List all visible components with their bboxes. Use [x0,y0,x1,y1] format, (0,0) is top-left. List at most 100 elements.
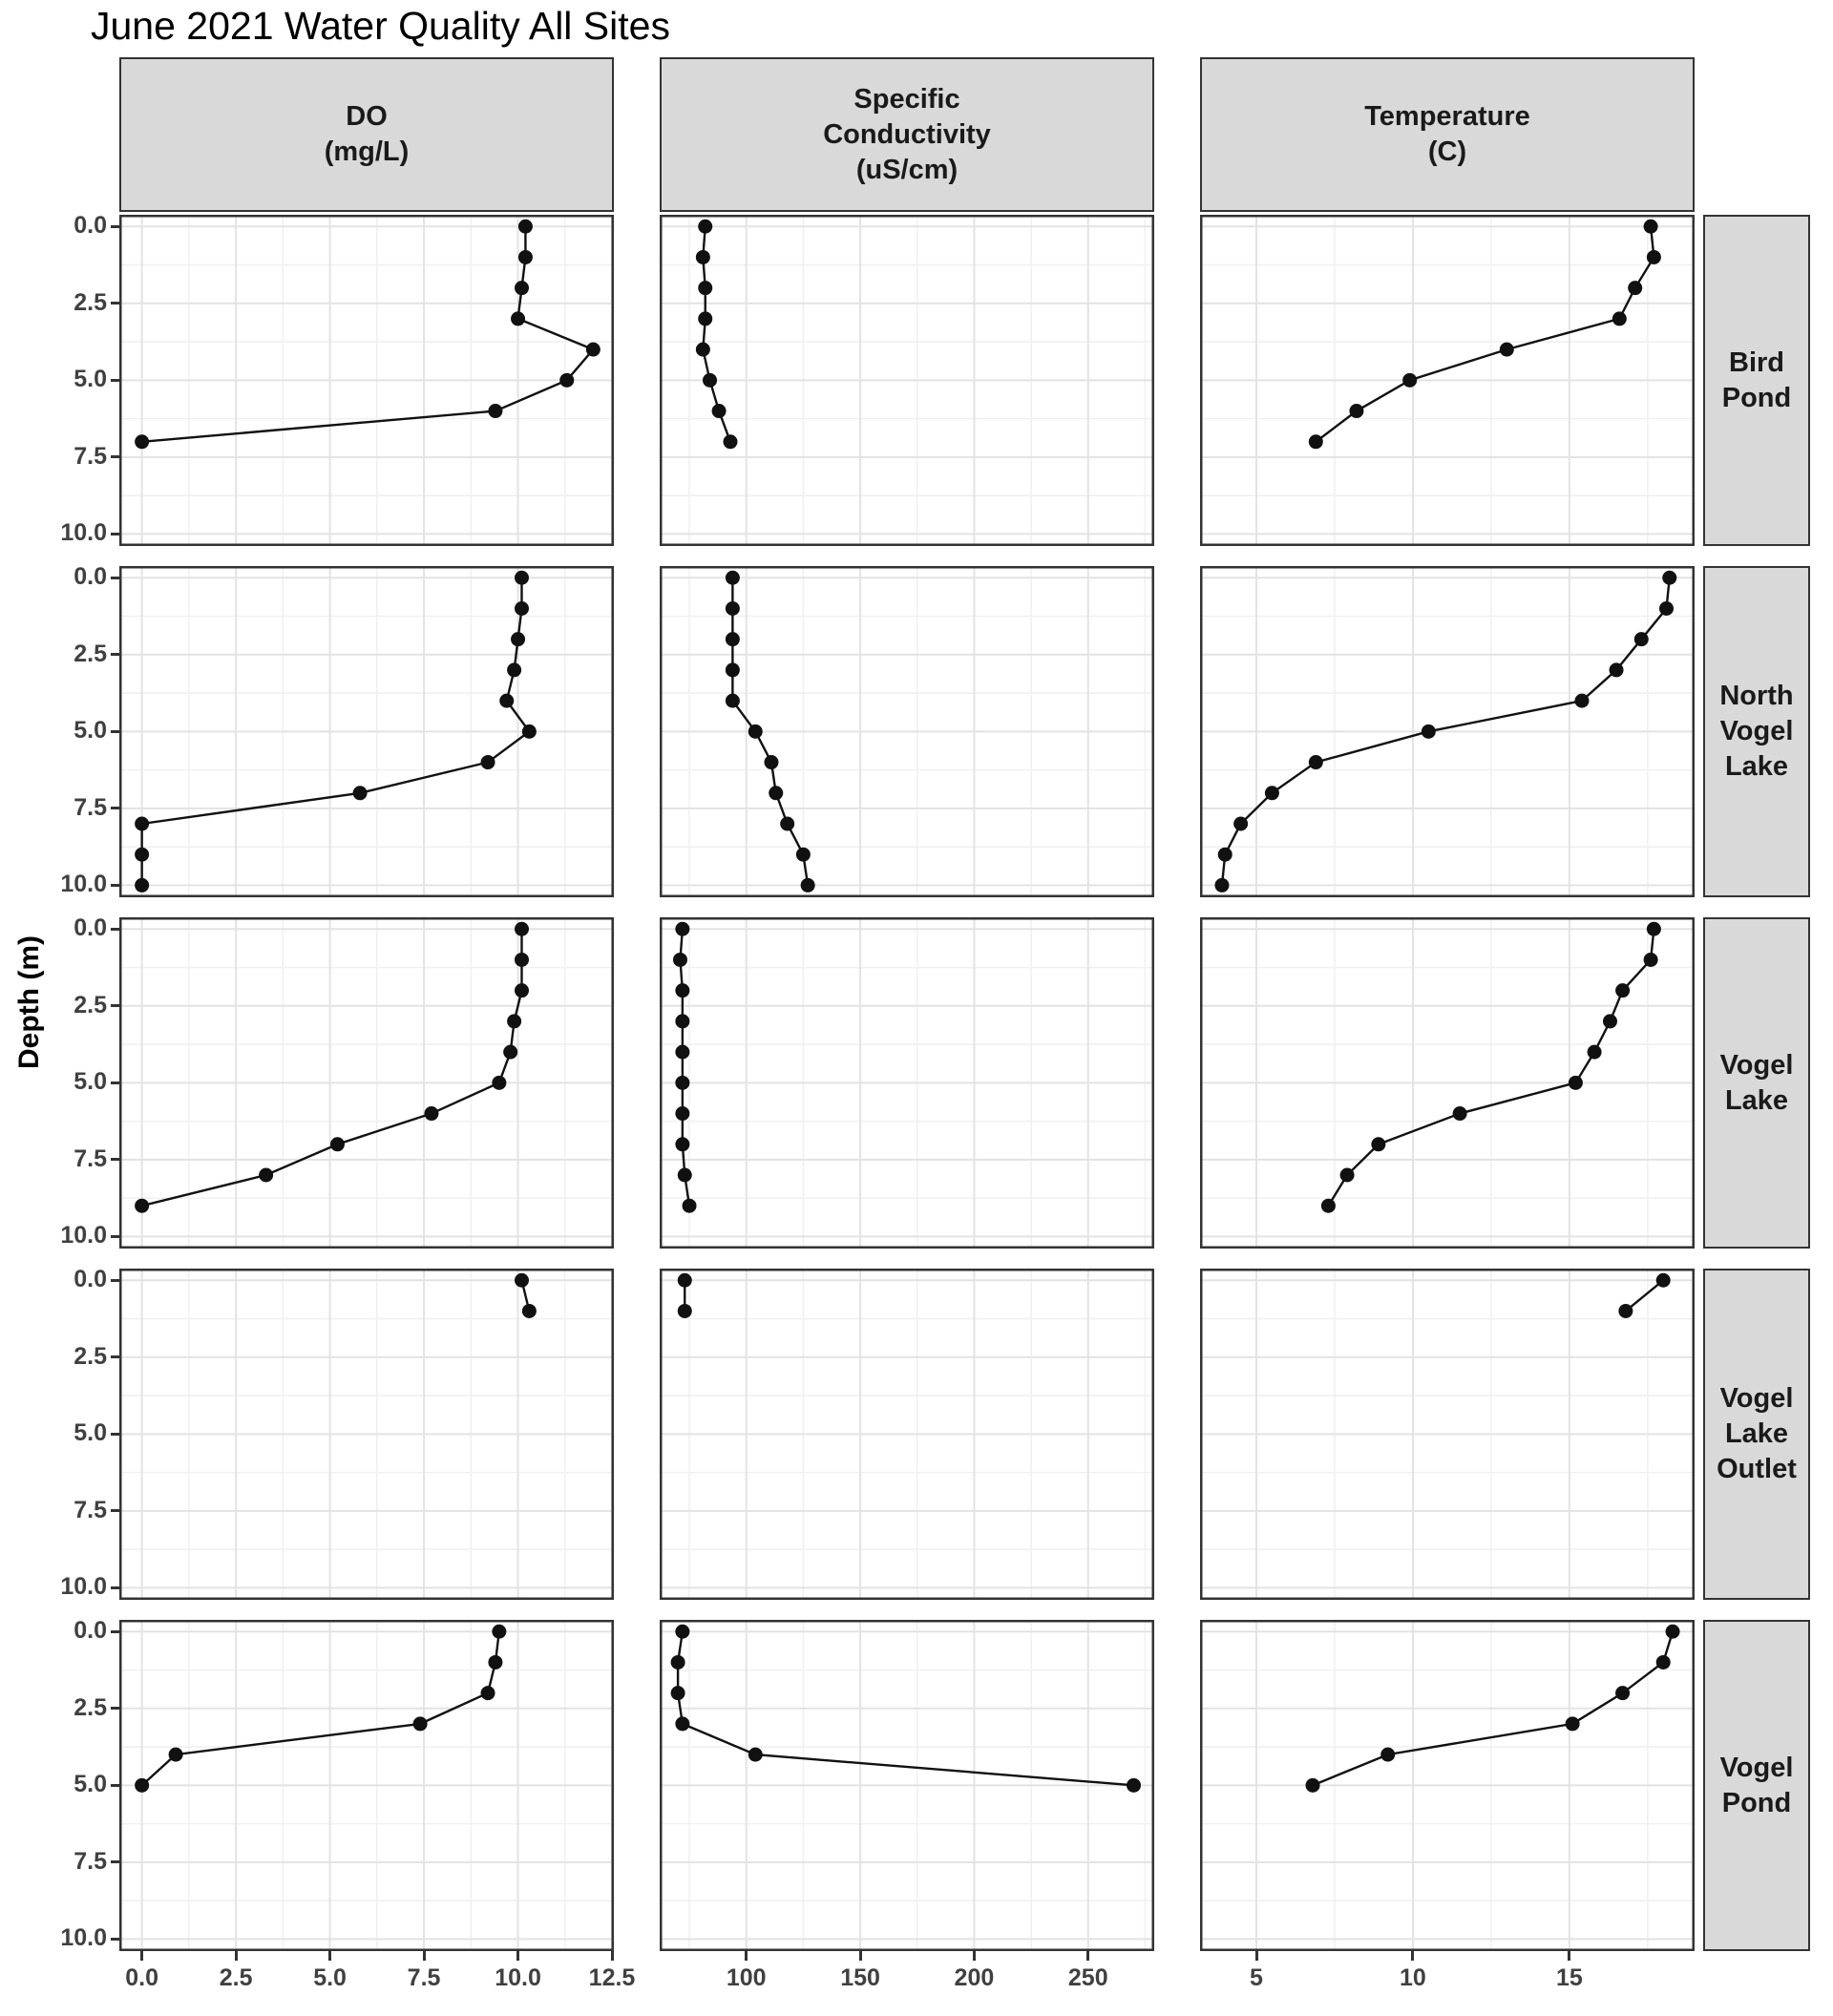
data-point-depth-1 [517,249,533,264]
y-tick-label: 2.5 [74,288,107,316]
row-strip-label-line: Lake [1724,1084,1789,1116]
data-point-depth-5 [748,724,763,739]
data-point-depth-1 [514,952,529,967]
data-point-depth-5 [1568,1075,1583,1090]
data-point-depth-8 [677,1167,692,1183]
y-tick-mark [111,1004,119,1008]
panel-border [660,1269,1154,1600]
y-tick-mark [111,224,119,228]
data-point-depth-2 [1628,281,1643,296]
data-point-depth-3 [698,311,713,326]
data-point-depth-8 [259,1167,274,1183]
data-point-depth-5 [559,372,575,388]
x-tick-label: 12.5 [588,1964,636,1991]
data-point-depth-1 [677,1303,692,1318]
panel-vogel-lake-outlet-temp [1200,1269,1695,1600]
row-strip-vogel-pond: Vogel Pond [1703,1620,1810,1951]
data-point-depth-6 [1308,755,1323,770]
x-tick-label: 200 [954,1964,995,1991]
x-tick-mark [422,1951,426,1961]
panel-border [1200,1620,1695,1951]
data-point-depth-3 [1602,1014,1617,1029]
row-strip-vogel-lake: Vogel Lake [1703,917,1810,1249]
data-point-depth-7 [769,786,784,801]
x-tick-label: 10 [1400,1964,1426,1991]
panel-border [660,566,1154,897]
data-point-depth-3 [412,1716,428,1732]
y-tick-mark [111,1432,119,1436]
data-point-depth-1 [725,600,740,616]
profile-line [1327,929,1655,1207]
panel-vogel-pond-temp [1200,1620,1695,1951]
data-point-depth-6 [711,404,727,419]
data-point-depth-0 [677,1272,692,1288]
panel-vogel-lake-outlet-do [119,1269,614,1600]
y-tick-label: 5.0 [74,1419,107,1447]
data-point-depth-3 [725,662,740,678]
data-point-depth-3 [1612,311,1627,326]
data-point-depth-6 [424,1106,439,1122]
y-tick-mark [111,1278,119,1282]
y-tick-mark [111,1234,119,1238]
data-point-depth-6 [675,1106,690,1122]
data-point-depth-4 [585,342,600,357]
y-tick-label: 0.0 [74,1617,107,1645]
x-tick-mark [516,1951,520,1961]
data-point-depth-1 [1658,600,1674,616]
data-point-depth-4 [1587,1044,1602,1060]
data-point-depth-2 [1615,1686,1631,1701]
col-strip-cond: Specific Conductivity (uS/cm) [660,57,1154,212]
panel-north-vogel-lake-temp [1200,566,1695,897]
x-tick-label: 10.0 [495,1964,541,1991]
data-point-depth-1 [670,1654,685,1670]
data-point-depth-5 [1421,724,1436,739]
data-point-depth-0 [1655,1272,1671,1288]
row-strip-label-line: Vogel [1719,1049,1794,1081]
data-point-depth-3 [507,662,522,678]
row-strip-label-line: Vogel [1719,716,1794,746]
x-tick-label: 150 [840,1964,880,1991]
row-strip-label-line: Lake [1724,751,1789,782]
y-tick-label: 2.5 [74,991,107,1018]
row-strip-label-line: Lake [1724,1418,1789,1449]
panel-bird-pond-do [119,215,614,546]
data-point-depth-1 [514,600,529,616]
data-point-depth-4 [1574,693,1590,708]
data-point-depth-4 [1380,1747,1396,1762]
y-tick-mark [111,1860,119,1864]
data-point-depth-0 [514,921,529,936]
col-strip-temp: Temperature (C) [1200,57,1695,212]
data-point-depth-1 [1643,952,1658,967]
panel-vogel-pond-cond [660,1620,1154,1951]
x-tick-label: 0.0 [125,1964,159,1991]
panel-border [119,215,614,546]
data-point-depth-1 [672,952,687,967]
row-strip-label-line: Pond [1721,382,1792,413]
data-point-depth-2 [675,983,690,998]
data-point-depth-0 [517,219,533,234]
y-tick-label: 7.5 [74,1144,107,1172]
row-strip-label-line: North [1719,681,1794,711]
panel-vogel-lake-cond [660,917,1154,1249]
x-tick-mark [610,1951,614,1961]
y-tick-mark [111,1783,119,1787]
x-tick-label: 5.0 [313,1964,347,1991]
data-point-depth-5 [1305,1777,1320,1793]
data-point-depth-4 [675,1044,690,1060]
data-point-depth-6 [1349,404,1364,419]
data-point-depth-8 [1339,1167,1355,1183]
data-point-depth-8 [1233,816,1249,831]
y-tick-label: 10.0 [60,1924,107,1952]
panel-border [1200,917,1695,1249]
data-point-depth-1 [521,1303,537,1318]
data-point-depth-9 [1217,847,1233,862]
y-tick-label: 5.0 [74,1771,107,1798]
y-tick-mark [111,927,119,931]
x-tick-mark [1086,1951,1090,1961]
data-point-depth-0 [514,570,529,585]
panel-border [1200,1269,1695,1600]
chart-title: June 2021 Water Quality All Sites [91,4,670,48]
x-tick-mark [1254,1951,1258,1961]
data-point-depth-0 [675,921,690,936]
col-strip-do: DO (mg/L) [119,57,614,212]
